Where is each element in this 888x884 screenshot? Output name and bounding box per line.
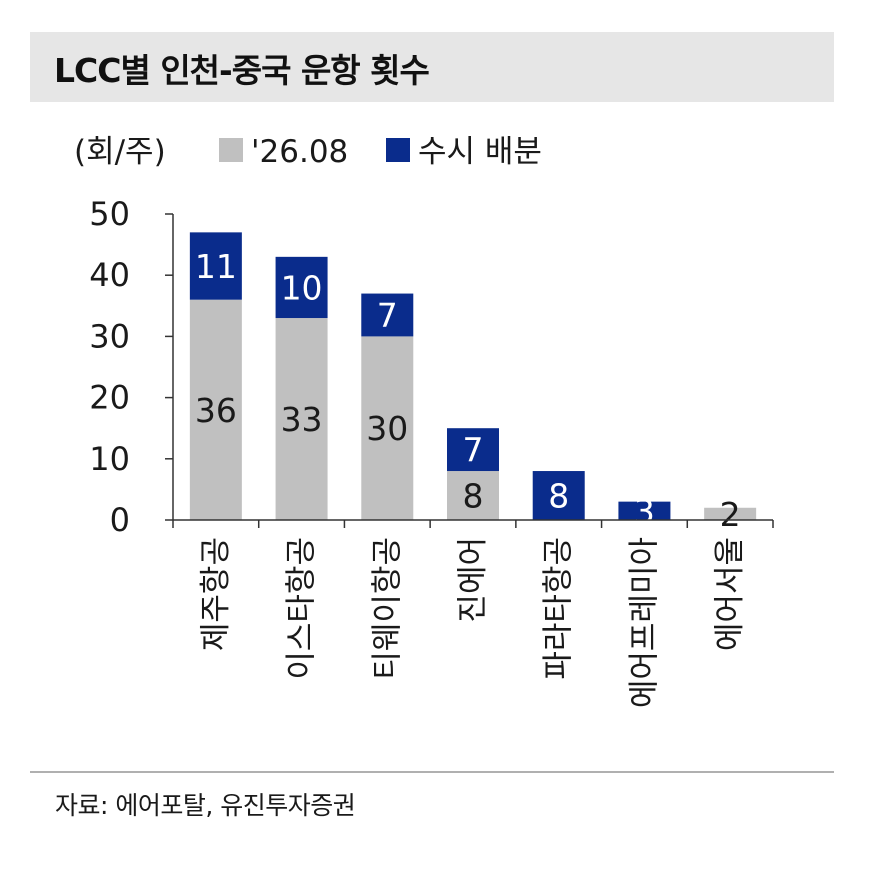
data-label-0-2: 30 xyxy=(366,409,408,448)
category-label-4: 파라타항공 xyxy=(541,537,577,680)
legend-swatch-1 xyxy=(386,138,410,162)
data-label-1-0: 11 xyxy=(195,247,237,286)
category-label-3: 진에어 xyxy=(455,537,491,623)
bar-1-0 xyxy=(189,232,242,300)
title-bar: LCC별 인천-중국 운항 횟수 xyxy=(30,32,834,102)
data-label-0-3: 8 xyxy=(463,477,484,516)
bar-1-1 xyxy=(275,256,328,319)
bar-0-2 xyxy=(361,336,414,520)
category-label-2: 티웨이항공 xyxy=(369,537,405,680)
category-label-0: 제주항공 xyxy=(198,537,234,651)
data-label-0-1: 33 xyxy=(281,400,323,439)
category-label-6: 에어서울 xyxy=(712,537,748,651)
bar-1-3 xyxy=(447,428,499,472)
y-tick-label: 50 xyxy=(89,195,130,233)
bar-0-0 xyxy=(189,299,242,520)
category-label-5: 에어프레미아 xyxy=(626,537,662,708)
y-tick-label: 30 xyxy=(89,317,130,355)
stacked-bar-chart: (회/주) '26.08 수시 배분 0 10 20 30 40 50 36 11 제주항공 33 10 이… xyxy=(74,134,774,708)
bar-0-1 xyxy=(275,318,328,520)
source-note: 자료: 에어포탈, 유진투자증권 xyxy=(55,791,356,820)
legend-swatch-0 xyxy=(219,138,243,162)
category-label-1: 이스타항공 xyxy=(284,537,320,680)
data-label-1-2: 7 xyxy=(377,296,398,335)
data-label-1-4: 8 xyxy=(548,477,569,516)
bar-0-3 xyxy=(447,471,499,520)
y-tick-label: 0 xyxy=(110,501,130,539)
y-tick-label: 20 xyxy=(89,379,130,417)
bar-1-5 xyxy=(618,501,671,520)
data-label-1-5: 3 xyxy=(634,492,655,531)
chart-title: LCC별 인천-중국 운항 횟수 xyxy=(54,51,430,90)
data-label-1-1: 10 xyxy=(281,268,323,307)
legend-label-0: '26.08 xyxy=(251,134,348,170)
data-label-1-3: 7 xyxy=(463,431,484,470)
bar-0-6 xyxy=(704,507,757,520)
bar-1-4 xyxy=(532,471,585,520)
data-label-0-0: 36 xyxy=(195,391,237,430)
y-tick-label: 40 xyxy=(89,256,130,294)
source-divider xyxy=(30,771,834,773)
y-tick-label: 10 xyxy=(89,440,130,478)
data-label-0-6: 2 xyxy=(720,495,741,534)
bar-1-2 xyxy=(361,293,414,337)
legend-label-1: 수시 배분 xyxy=(418,134,542,170)
unit-label: (회/주) xyxy=(74,134,166,170)
